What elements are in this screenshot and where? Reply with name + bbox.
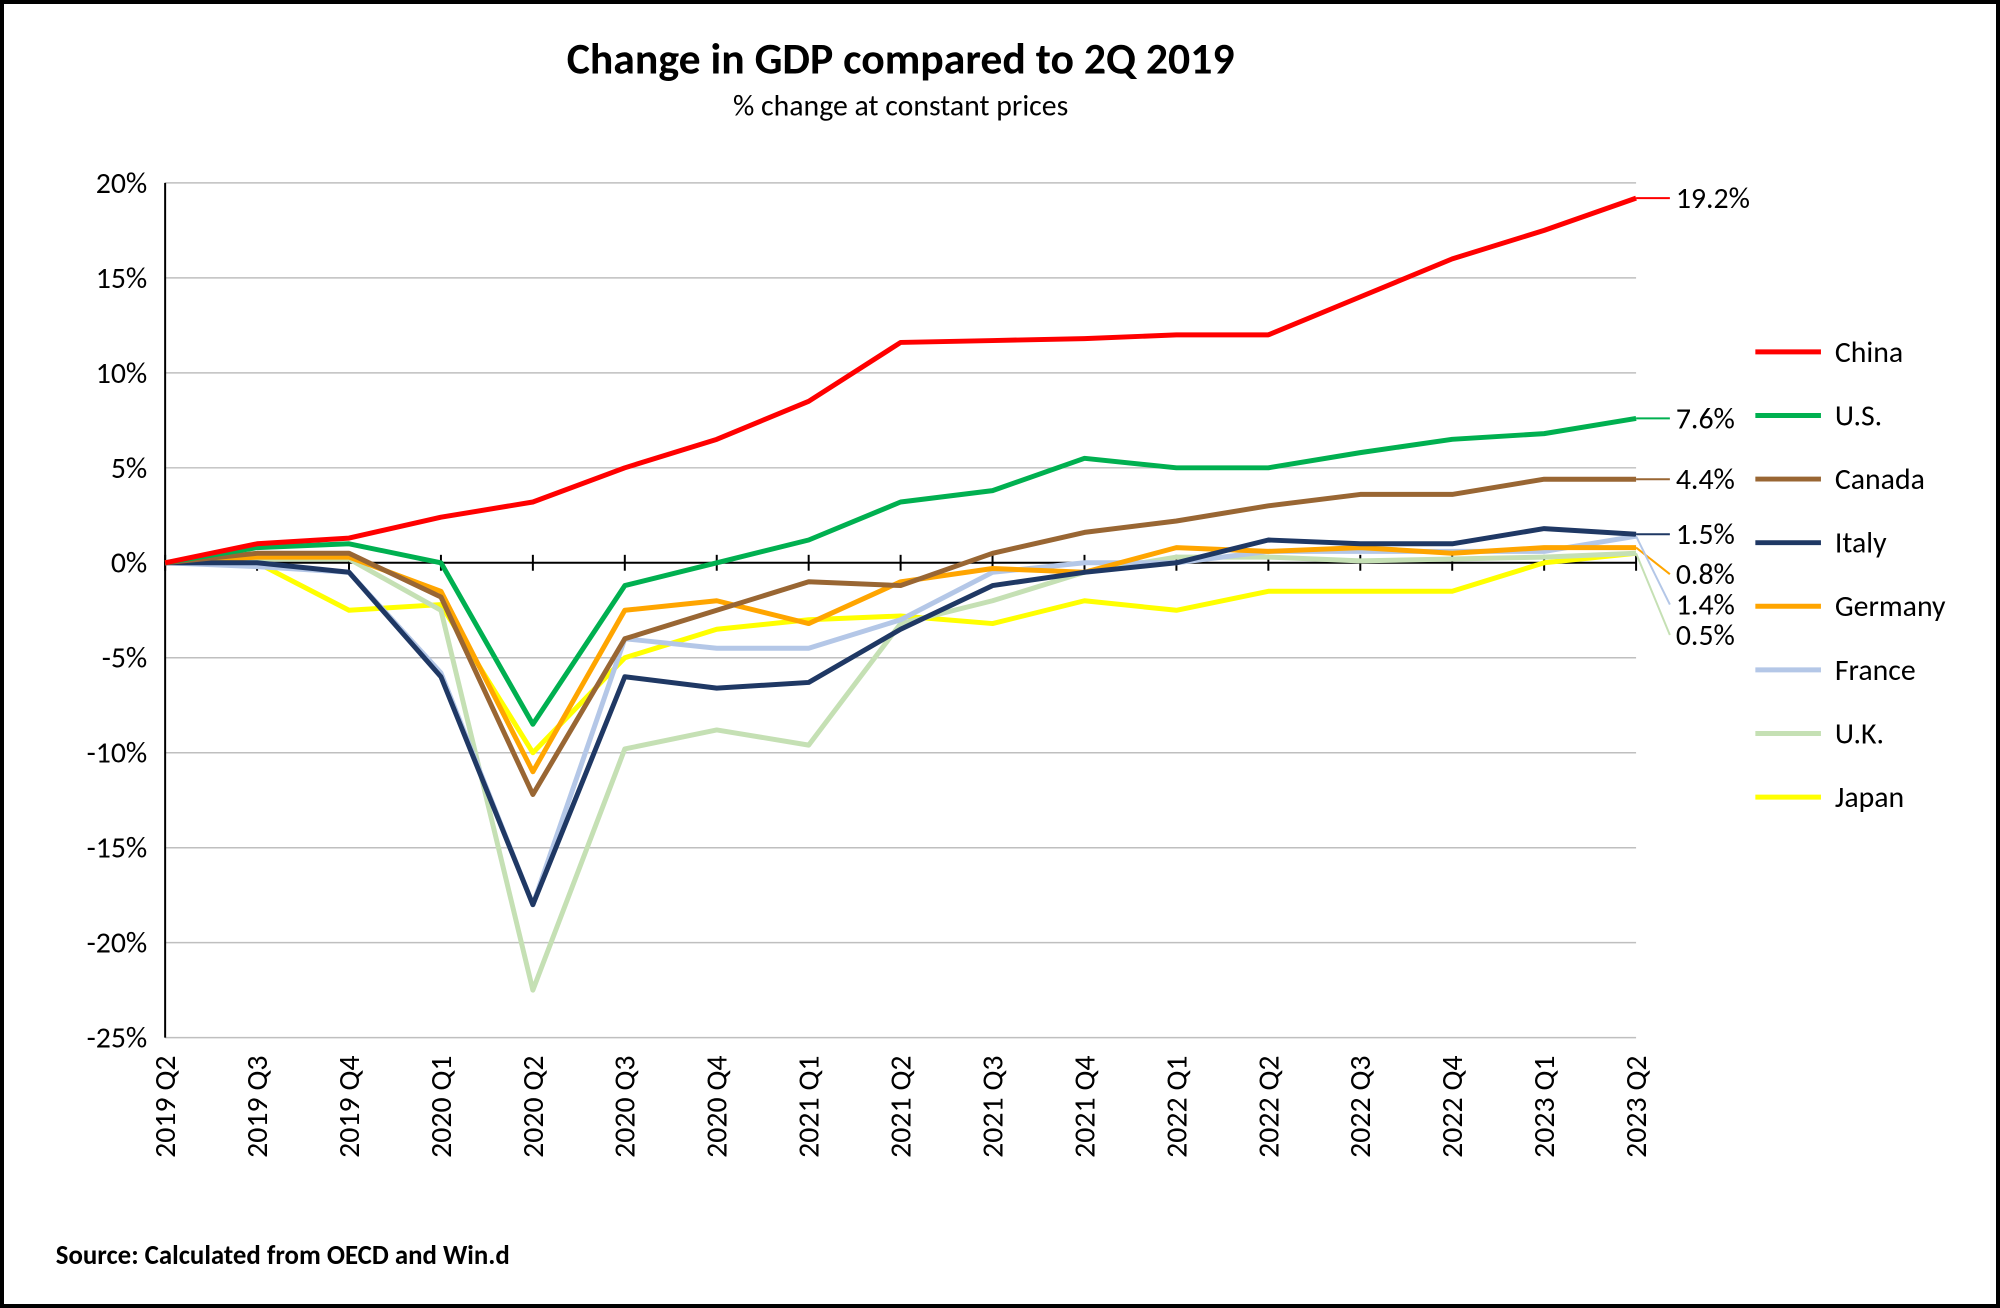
- y-tick-label: -25%: [87, 1021, 148, 1057]
- y-tick-label: -15%: [87, 831, 148, 867]
- source-text: Source: Calculated from OECD and Win.d: [56, 1239, 510, 1272]
- x-tick-label: 2021 Q2: [884, 1056, 920, 1158]
- legend-label: U.K.: [1835, 716, 1884, 752]
- chart-frame: Change in GDP compared to 2Q 2019% chang…: [0, 0, 2000, 1308]
- y-tick-label: -5%: [102, 641, 148, 677]
- legend-label: China: [1835, 335, 1903, 371]
- x-tick-label: 2022 Q4: [1435, 1056, 1471, 1158]
- x-tick-label: 2020 Q3: [608, 1056, 644, 1158]
- chart-title: Change in GDP compared to 2Q 2019: [567, 32, 1235, 86]
- y-tick-label: -10%: [87, 736, 148, 772]
- x-tick-label: 2022 Q1: [1159, 1056, 1195, 1158]
- x-tick-label: 2021 Q4: [1067, 1056, 1103, 1158]
- x-tick-label: 2022 Q3: [1343, 1056, 1379, 1158]
- x-tick-label: 2021 Q3: [975, 1056, 1011, 1158]
- y-tick-label: 0%: [111, 546, 147, 582]
- series-end-label: 19.2%: [1676, 181, 1750, 217]
- x-tick-label: 2019 Q2: [148, 1056, 184, 1158]
- x-tick-label: 2020 Q1: [424, 1056, 460, 1158]
- legend-label: Japan: [1835, 780, 1904, 816]
- x-tick-label: 2023 Q1: [1527, 1056, 1563, 1158]
- series-line: [165, 198, 1636, 563]
- legend-label: U.S.: [1835, 398, 1882, 434]
- legend-label: Italy: [1835, 526, 1887, 562]
- x-tick-label: 2021 Q1: [792, 1056, 828, 1158]
- y-tick-label: -20%: [87, 926, 148, 962]
- gdp-line-chart: Change in GDP compared to 2Q 2019% chang…: [4, 4, 1996, 1304]
- legend-label: Canada: [1835, 462, 1925, 498]
- x-tick-label: 2019 Q4: [332, 1056, 368, 1158]
- x-tick-label: 2020 Q4: [700, 1056, 736, 1158]
- y-tick-label: 5%: [111, 451, 147, 487]
- chart-subtitle: % change at constant prices: [733, 88, 1068, 124]
- x-tick-label: 2020 Q2: [516, 1056, 552, 1158]
- x-tick-label: 2019 Q3: [240, 1056, 276, 1158]
- legend-label: France: [1835, 653, 1916, 689]
- y-tick-label: 10%: [96, 356, 148, 392]
- series-end-label: 0.5%: [1676, 618, 1735, 654]
- legend-label: Germany: [1835, 589, 1946, 625]
- y-tick-label: 20%: [96, 166, 148, 202]
- series-end-label: 1.5%: [1676, 517, 1735, 553]
- x-tick-label: 2023 Q2: [1619, 1056, 1655, 1158]
- series-line: [165, 479, 1636, 794]
- series-end-label: 4.4%: [1676, 462, 1735, 498]
- series-end-label: 7.6%: [1676, 401, 1735, 437]
- x-tick-label: 2022 Q2: [1251, 1056, 1287, 1158]
- y-tick-label: 15%: [96, 261, 148, 297]
